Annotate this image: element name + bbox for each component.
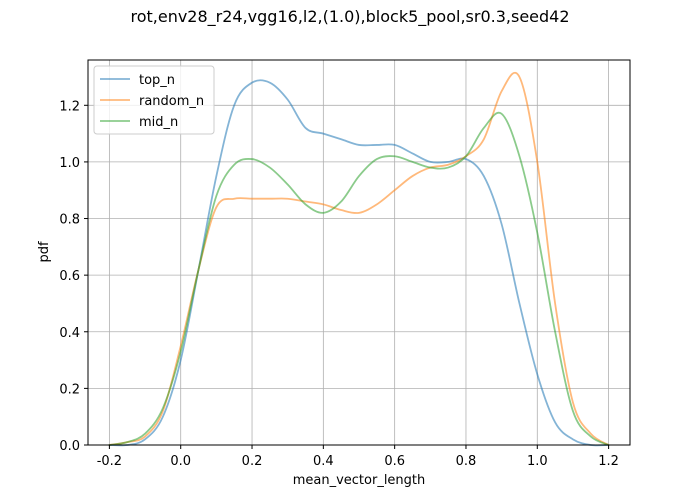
series-line-mid_n <box>108 111 610 446</box>
y-tick-label: 1.0 <box>59 156 80 171</box>
legend-box <box>93 65 215 135</box>
x-tick-label: -0.2 <box>97 454 122 469</box>
legend-label-top_n: top_n <box>139 73 175 88</box>
x-tick-label: 0.6 <box>384 454 405 469</box>
legend-label-random_n: random_n <box>139 94 204 109</box>
x-tick-label: 0.4 <box>313 454 334 469</box>
x-tick-label: 0.0 <box>170 454 191 469</box>
y-tick-label: 1.2 <box>59 99 80 114</box>
x-tick-label: 0.8 <box>456 454 477 469</box>
y-axis: 0.0 0.2 0.4 0.6 0.8 1.0 1.2 <box>59 99 88 454</box>
legend-label-mid_n: mid_n <box>139 115 178 130</box>
x-tick-label: 0.2 <box>242 454 263 469</box>
x-tick-label: 1.2 <box>598 454 619 469</box>
x-axis-label: mean_vector_length <box>293 473 426 488</box>
plot-frame <box>87 59 631 446</box>
y-tick-label: 0.0 <box>59 439 80 454</box>
legend: top_n random_n mid_n <box>93 65 215 135</box>
y-axis-label: pdf <box>37 241 52 263</box>
y-tick-label: 0.8 <box>59 213 80 228</box>
chart-title: rot,env28_r24,vgg16,l2,(1.0),block5_pool… <box>130 7 569 27</box>
series-layer <box>108 71 610 447</box>
y-tick-label: 0.4 <box>59 326 80 341</box>
grid <box>88 60 630 446</box>
x-tick-label: 1.0 <box>527 454 548 469</box>
y-tick-label: 0.6 <box>59 269 80 284</box>
y-tick-label: 0.2 <box>59 382 80 397</box>
x-axis: -0.2 0.0 0.2 0.4 0.6 0.8 1.0 1.2 <box>97 445 619 469</box>
